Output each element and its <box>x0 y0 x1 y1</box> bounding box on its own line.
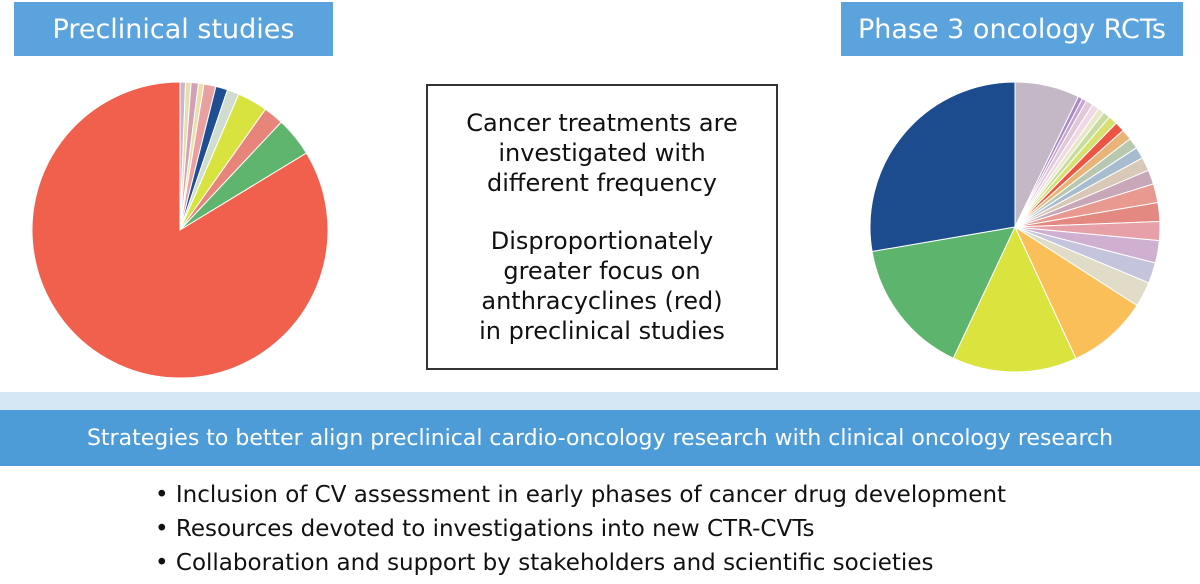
preclinical-slice-10 <box>31 81 329 379</box>
summary-line: Disproportionately <box>490 227 714 255</box>
phase3-slice-22 <box>871 226 1016 359</box>
phase3-slice-23 <box>869 81 1016 253</box>
preclinical-pie-chart <box>31 81 329 379</box>
phase3-pie-chart <box>869 81 1161 373</box>
summary-line: anthracyclines (red) <box>481 287 723 315</box>
preclinical-studies-title: Preclinical studies <box>14 2 333 56</box>
strategy-item: Inclusion of CV assessment in early phas… <box>155 478 1155 512</box>
summary-line: Cancer treatments are <box>466 109 738 137</box>
summary-line: greater focus on <box>503 257 701 285</box>
phase3-slice-20 <box>1013 225 1138 360</box>
summary-line: different frequency <box>487 169 717 197</box>
summary-box: Cancer treatments are investigated with … <box>426 84 778 370</box>
strategy-item: Collaboration and support by stakeholder… <box>155 546 1155 580</box>
strategy-item: Resources devoted to investigations into… <box>155 512 1155 546</box>
strategies-header: Strategies to better align preclinical c… <box>0 410 1200 466</box>
strategies-list: Inclusion of CV assessment in early phas… <box>155 478 1155 580</box>
divider-band <box>0 392 1200 410</box>
summary-line: in preclinical studies <box>479 317 725 345</box>
phase3-rcts-title: Phase 3 oncology RCTs <box>841 2 1183 56</box>
phase3-slice-21 <box>952 225 1077 373</box>
summary-line: investigated with <box>498 139 706 167</box>
